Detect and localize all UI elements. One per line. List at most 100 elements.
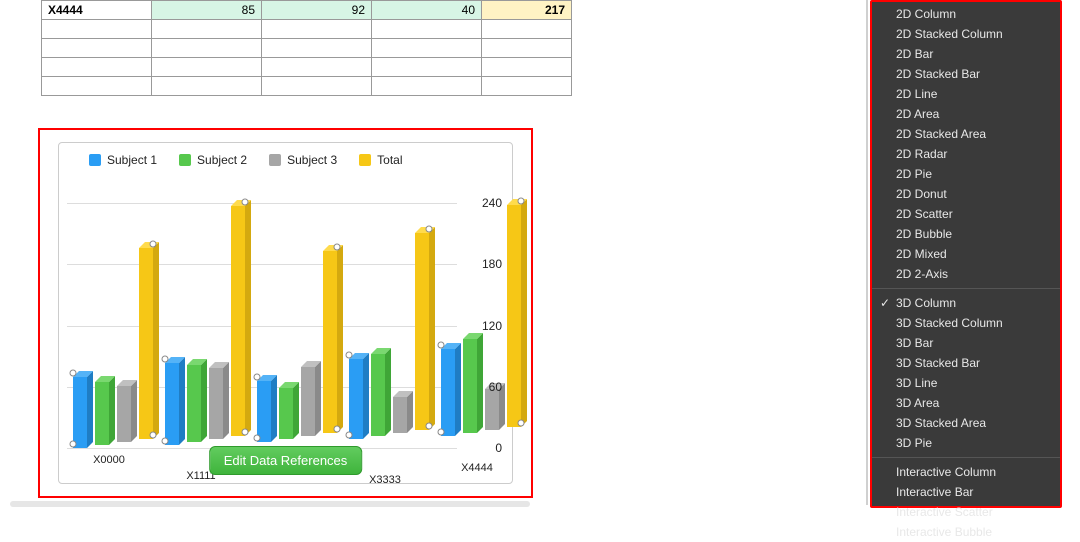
- chart-selection-handle[interactable]: [70, 441, 77, 448]
- chart-selection-handle[interactable]: [438, 429, 445, 436]
- chart-selection-handle[interactable]: [150, 432, 157, 439]
- chart-bar: [485, 389, 499, 430]
- chart-selection-handle[interactable]: [242, 199, 249, 206]
- table-row-empty[interactable]: [42, 39, 572, 58]
- legend-label: Subject 3: [287, 153, 337, 167]
- table-row-empty[interactable]: [42, 20, 572, 39]
- chart-type-menu-item[interactable]: 2D Line: [872, 84, 1060, 104]
- chart-type-menu-item[interactable]: Interactive Scatter: [872, 502, 1060, 522]
- chart-gridline: [67, 203, 457, 204]
- chart-bar: [257, 381, 271, 442]
- chart-selection-handle[interactable]: [438, 342, 445, 349]
- chart-type-menu-item[interactable]: 2D Stacked Column: [872, 24, 1060, 44]
- chart-type-menu-item[interactable]: 2D Stacked Bar: [872, 64, 1060, 84]
- chart-selection-handle[interactable]: [426, 225, 433, 232]
- chart-type-menu-item[interactable]: 3D Stacked Area: [872, 413, 1060, 433]
- cell-subject2[interactable]: 92: [262, 1, 372, 20]
- chart-bar: [415, 233, 429, 430]
- x-axis-category-label: X4444: [461, 462, 493, 474]
- chart-type-menu-item[interactable]: 2D Bar: [872, 44, 1060, 64]
- chart-type-menu-item[interactable]: 2D Stacked Area: [872, 124, 1060, 144]
- chart-type-menu-item[interactable]: 3D Stacked Bar: [872, 353, 1060, 373]
- canvas-right-edge: [866, 0, 868, 505]
- chart-type-menu-item[interactable]: 2D Donut: [872, 184, 1060, 204]
- chart-type-menu-item[interactable]: Interactive Bar: [872, 482, 1060, 502]
- chart-bar: [231, 206, 245, 436]
- legend-swatch: [89, 154, 101, 166]
- spreadsheet-fragment: X4444 85 92 40 217: [41, 0, 572, 96]
- y-axis-tick-label: 0: [495, 441, 502, 455]
- chart-type-menu-item[interactable]: Interactive Bubble: [872, 522, 1060, 542]
- legend-label: Subject 2: [197, 153, 247, 167]
- chart-type-menu-item[interactable]: 3D Area: [872, 393, 1060, 413]
- chart-object[interactable]: Subject 1 Subject 2 Subject 3 Total X000…: [58, 142, 513, 484]
- chart-selection-handle[interactable]: [346, 432, 353, 439]
- chart-type-menu[interactable]: 2D Column2D Stacked Column2D Bar2D Stack…: [870, 0, 1062, 508]
- legend-item: Subject 2: [179, 153, 247, 167]
- legend-item: Subject 3: [269, 153, 337, 167]
- chart-bar: [279, 388, 293, 439]
- table-row[interactable]: X4444 85 92 40 217: [42, 1, 572, 20]
- chart-selection-handle[interactable]: [254, 373, 261, 380]
- legend-label: Total: [377, 153, 402, 167]
- table-row-empty[interactable]: [42, 58, 572, 77]
- y-axis-tick-label: 60: [489, 380, 502, 394]
- chart-selection-handle[interactable]: [70, 369, 77, 376]
- menu-separator: [872, 457, 1060, 458]
- legend-swatch: [179, 154, 191, 166]
- legend-label: Subject 1: [107, 153, 157, 167]
- chart-selection-handle[interactable]: [426, 423, 433, 430]
- chart-bar: [463, 339, 477, 433]
- x-axis-category-label: X0000: [93, 454, 125, 466]
- chart-bar: [209, 368, 223, 439]
- chart-type-menu-item[interactable]: 2D Pie: [872, 164, 1060, 184]
- y-axis-tick-label: 120: [482, 319, 502, 333]
- horizontal-scrollbar[interactable]: [10, 501, 530, 507]
- chart-type-menu-item[interactable]: 3D Stacked Column: [872, 313, 1060, 333]
- chart-selection-handle[interactable]: [334, 244, 341, 251]
- chart-plot-area: X0000X1111X2222X3333X4444: [67, 193, 462, 448]
- chart-type-menu-item[interactable]: 2D Scatter: [872, 204, 1060, 224]
- row-header[interactable]: X4444: [42, 1, 152, 20]
- chart-selection-handle[interactable]: [150, 241, 157, 248]
- chart-bar: [165, 363, 179, 445]
- chart-type-menu-item[interactable]: 2D Column: [872, 4, 1060, 24]
- chart-bar: [349, 359, 363, 439]
- chart-type-menu-item[interactable]: 3D Column: [872, 293, 1060, 313]
- chart-selection-handle[interactable]: [242, 429, 249, 436]
- chart-bar: [301, 367, 315, 436]
- chart-selection-handle[interactable]: [518, 198, 525, 205]
- edit-data-references-button[interactable]: Edit Data References: [209, 446, 363, 475]
- legend-swatch: [269, 154, 281, 166]
- chart-selection-handle[interactable]: [254, 435, 261, 442]
- chart-selection-handle[interactable]: [518, 420, 525, 427]
- chart-type-menu-item[interactable]: 2D Area: [872, 104, 1060, 124]
- chart-type-menu-item[interactable]: 3D Line: [872, 373, 1060, 393]
- table-row-empty[interactable]: [42, 77, 572, 96]
- chart-bar: [323, 251, 337, 433]
- chart-bar: [73, 377, 87, 448]
- chart-selection-handle[interactable]: [346, 352, 353, 359]
- chart-bar: [371, 354, 385, 436]
- chart-type-menu-item[interactable]: 2D Radar: [872, 144, 1060, 164]
- chart-type-menu-item[interactable]: Interactive Column: [872, 462, 1060, 482]
- cell-subject1[interactable]: 85: [152, 1, 262, 20]
- chart-selection-frame[interactable]: Subject 1 Subject 2 Subject 3 Total X000…: [38, 128, 533, 498]
- chart-selection-handle[interactable]: [334, 426, 341, 433]
- chart-type-menu-item[interactable]: 2D Mixed: [872, 244, 1060, 264]
- chart-gridline: [67, 326, 457, 327]
- chart-gridline: [67, 264, 457, 265]
- chart-selection-handle[interactable]: [162, 356, 169, 363]
- chart-type-menu-item[interactable]: 3D Pie: [872, 433, 1060, 453]
- chart-selection-handle[interactable]: [162, 438, 169, 445]
- chart-type-menu-item[interactable]: 2D 2-Axis: [872, 264, 1060, 284]
- legend-item: Subject 1: [89, 153, 157, 167]
- y-axis-tick-label: 180: [482, 257, 502, 271]
- cell-total[interactable]: 217: [482, 1, 572, 20]
- menu-separator: [872, 288, 1060, 289]
- chart-bar: [441, 349, 455, 436]
- chart-type-menu-item[interactable]: 3D Bar: [872, 333, 1060, 353]
- cell-subject3[interactable]: 40: [372, 1, 482, 20]
- chart-type-menu-item[interactable]: 2D Bubble: [872, 224, 1060, 244]
- x-axis-category-label: X3333: [369, 474, 401, 486]
